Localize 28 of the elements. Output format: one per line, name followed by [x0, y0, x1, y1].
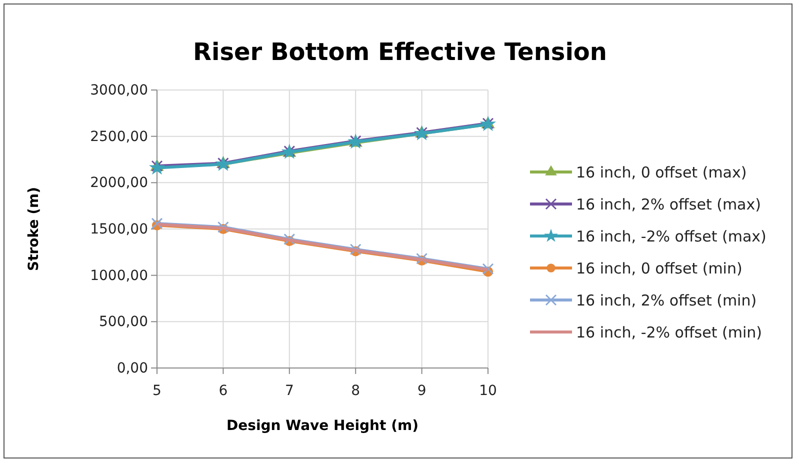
- x-tick-label: 7: [284, 383, 294, 400]
- point: [482, 263, 494, 275]
- point: [217, 221, 229, 233]
- y-tick-label: 500,00: [99, 314, 148, 330]
- legend-label: 16 inch, 2% offset (max): [576, 195, 761, 214]
- legend-label: 16 inch, -2% offset (max): [576, 227, 766, 246]
- point: [284, 233, 296, 245]
- x-tick-label: 10: [479, 383, 497, 400]
- y-tick-label: 2000,00: [90, 175, 148, 192]
- x-tick-label: 9: [417, 383, 426, 400]
- x-tick-label: 8: [351, 383, 360, 400]
- y-tick-label: 2500,00: [90, 128, 148, 145]
- legend-label: 16 inch, 0 offset (min): [576, 259, 742, 278]
- chart-title: Riser Bottom Effective Tension: [193, 38, 607, 66]
- y-tick-label: 1000,00: [90, 268, 148, 284]
- point: [151, 218, 163, 230]
- legend-label: 16 inch, -2% offset (min): [576, 323, 762, 342]
- y-tick-label: 1500,00: [90, 221, 148, 238]
- y-axis-title: Stroke (m): [26, 187, 42, 271]
- y-tick-label: 3000,00: [90, 82, 148, 98]
- point: [350, 244, 362, 256]
- legend-label: 16 inch, 2% offset (min): [576, 291, 757, 310]
- legend-label: 16 inch, 0 offset (max): [576, 163, 747, 182]
- y-tick-label: 0,00: [116, 360, 148, 376]
- point: [416, 252, 428, 264]
- x-tick-label: 5: [152, 383, 162, 400]
- x-tick-label: 6: [218, 383, 228, 400]
- x-axis-title: Design Wave Height (m): [226, 418, 418, 434]
